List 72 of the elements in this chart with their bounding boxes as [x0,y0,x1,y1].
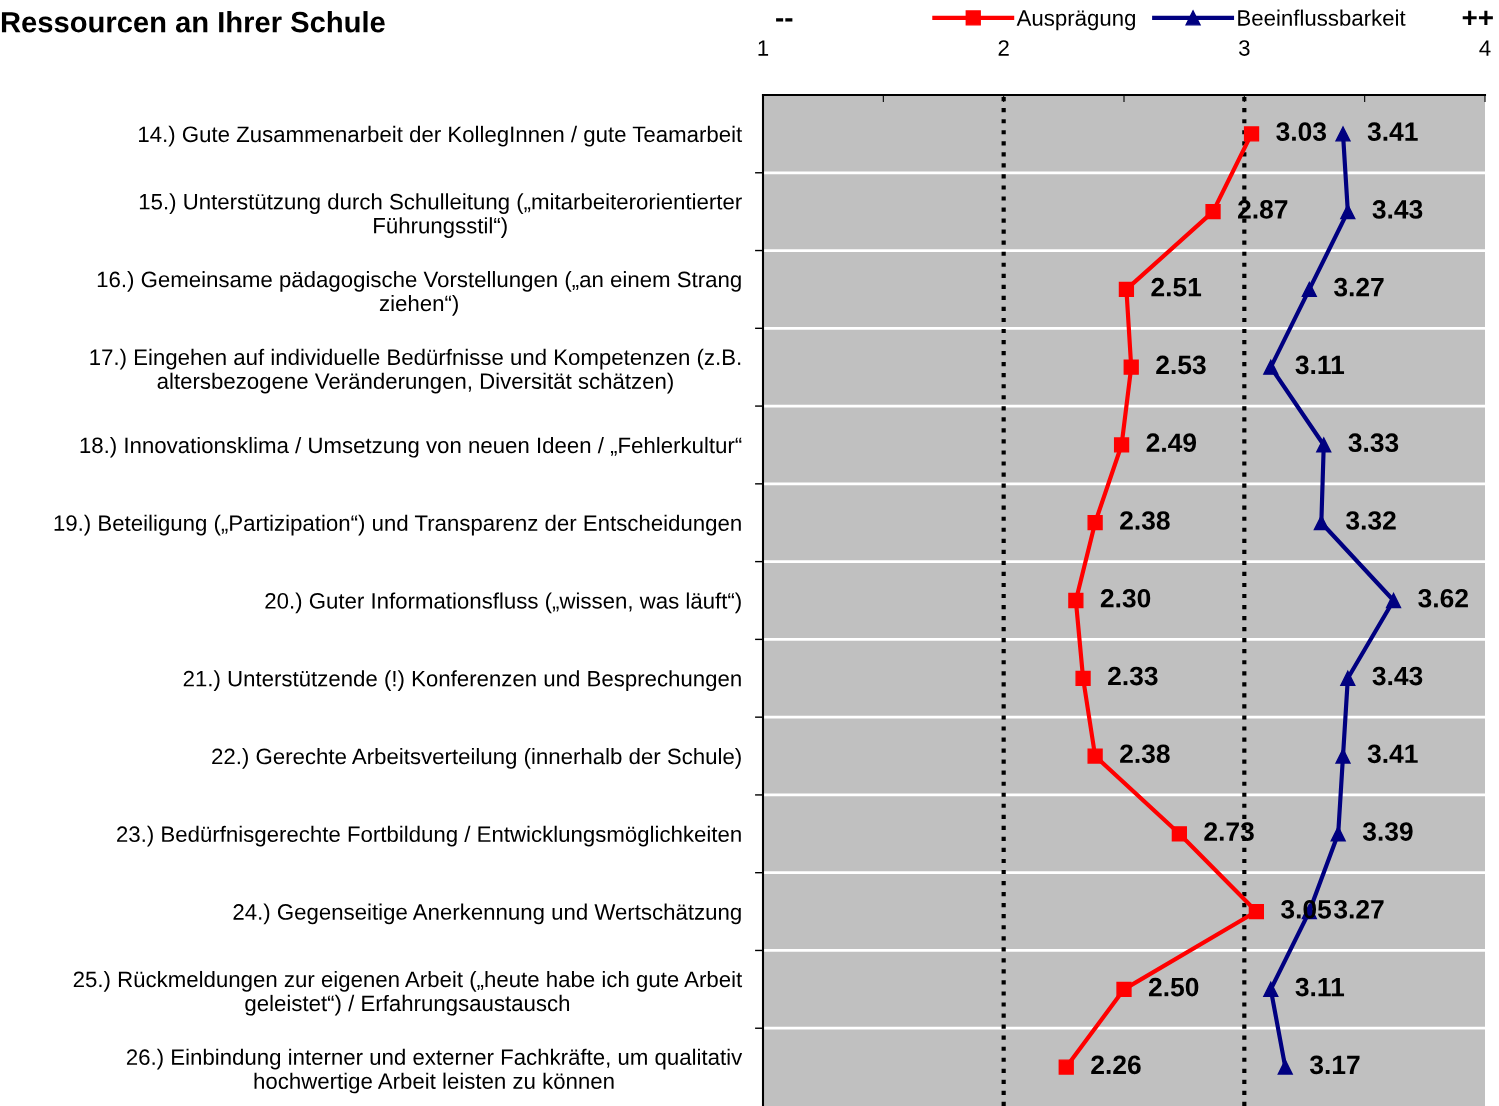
data-label: 3.27 [1333,277,1384,297]
x-tick-label: 1 [758,40,769,56]
x-tick-label: 3 [1239,40,1250,56]
point [1301,281,1317,298]
y-tick-label: 23.) Bedürfnisgerechte Fortbildung / Entwicklungsmöglichkeiten [117,825,741,847]
data-label: 3.27 [1333,899,1384,919]
point [1316,437,1332,453]
y-tick-label: 20.) Guter Informationsfluss („wissen, was läuft“) [265,592,741,614]
data-label: 2.38 [1120,511,1170,530]
data-label: 3.33 [1348,433,1399,453]
data-label: 2.50 [1148,977,1199,997]
text: ++ [1462,10,1493,25]
y-tick-label: 21.) Unterstützende (!) Konferenzen und Besprechungen [183,670,741,691]
point [1340,204,1356,220]
data-label: 2.26 [1091,1055,1141,1075]
y-tick-label: 19.) Beteiligung („Partizipation“) und Transparenz der Entscheidungen [54,514,741,536]
legend-label: Beeinflussbarkeit [1238,9,1406,26]
y-tick-label: 26.) Einbindung interner und externer Fachkräfte, um qualitativ hochwertige Arbeit leisten zu können [126,1048,743,1094]
data-label: 2.87 [1238,200,1288,219]
data-label: 3.32 [1346,511,1396,530]
point [1116,981,1132,997]
point [1243,126,1260,142]
point [1205,204,1221,220]
point [1340,670,1356,686]
data-label: 2.33 [1108,666,1158,686]
y-tick-label: 15.) Unterstützung durch Schulleitung („mitarbeiterorientierter Führungsstil“) [139,193,742,238]
point [1263,981,1279,997]
point [1068,592,1084,609]
point [1087,515,1103,531]
data-label: 3.43 [1372,200,1423,219]
point [1113,437,1130,453]
point [1335,126,1351,142]
data-label: 3.11 [1295,977,1345,997]
point [1335,748,1351,764]
y-tick-label: 16.) Gemeinsame pädagogische Vorstellungen („an einem Strang ziehen“) [97,271,741,316]
point [1263,359,1279,375]
y-tick-label: 18.) Innovationsklima / Umsetzung von neuen Ideen / „Fehlerkultur“ [80,436,742,458]
data-label: 3.39 [1362,822,1413,841]
data-label: 2.30 [1100,588,1151,608]
point [1248,903,1265,920]
x-tick-label: 2 [998,40,1009,56]
data-label: 2.49 [1146,433,1197,453]
point [1087,748,1103,764]
data-label: 2.53 [1156,355,1206,375]
x-tick-label: 4 [1479,40,1491,56]
text: -- [776,18,793,22]
point [1313,515,1329,531]
data-label: 3.41 [1367,122,1418,142]
y-tick-label: 22.) Gerechte Arbeitsverteilung (innerhalb der Schule) [212,747,741,769]
data-label: 3.03 [1276,122,1327,142]
text: Ressourcen an Ihrer Schule [1,11,385,33]
point [1058,1059,1074,1075]
point [1118,281,1135,298]
y-tick-label: 24.) Gegenseitige Anerkennung und Wertschätzung [233,903,741,925]
data-label: 3.41 [1367,744,1418,764]
data-label: 3.11 [1295,355,1345,375]
data-label: 3.43 [1372,666,1423,686]
point [1075,670,1091,686]
point [1385,592,1402,609]
y-tick-label: 17.) Eingehen auf individuelle Bedürfnisse und Kompetenzen (z.B. altersbezogene Veränderungen, Diversität schätzen) [90,348,741,394]
y-tick-label: 25.) Rückmeldungen zur eigenen Arbeit („heute habe ich gute Arbeit geleistet“) / Erfahrungsaustausch [73,970,743,1016]
y-tick-label: 14.) Gute Zusammenarbeit der KollegInnen / gute Teamarbeit [139,125,743,147]
data-label: 2.73 [1204,822,1254,841]
point [1277,1059,1293,1075]
data-label: 2.38 [1120,744,1170,764]
data-label: 2.51 [1151,277,1202,297]
point [1330,826,1346,842]
legend-label: Ausprägung [1016,10,1135,31]
data-label: 3.17 [1309,1055,1360,1075]
point [1123,359,1139,375]
point [1171,826,1187,842]
data-label: 3.62 [1418,588,1468,608]
